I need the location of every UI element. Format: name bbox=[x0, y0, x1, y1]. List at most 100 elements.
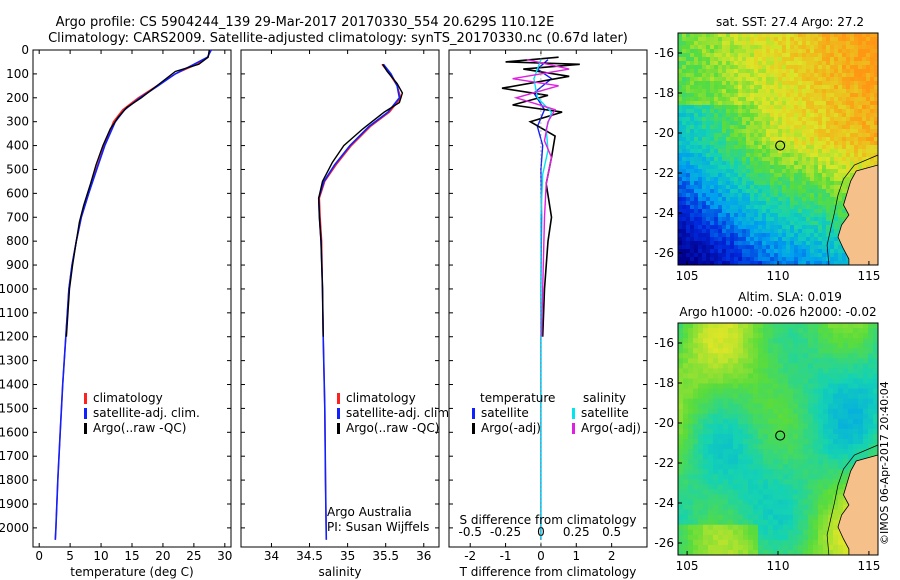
map-cell bbox=[766, 101, 771, 106]
map-cell bbox=[730, 141, 735, 146]
map-cell bbox=[682, 145, 687, 150]
map-cell bbox=[758, 253, 763, 258]
map-cell bbox=[728, 403, 734, 410]
map-cell bbox=[838, 193, 843, 198]
map-cell bbox=[814, 113, 819, 118]
map-cell bbox=[788, 439, 794, 445]
map-cell bbox=[726, 241, 731, 246]
map-cell bbox=[788, 494, 794, 501]
map-cell bbox=[770, 49, 775, 54]
map-y-tick-label: -26 bbox=[654, 246, 674, 260]
map-cell bbox=[706, 109, 711, 114]
map-cell bbox=[813, 328, 819, 334]
map-cell bbox=[822, 253, 827, 258]
map-cell bbox=[782, 49, 787, 54]
map-cell bbox=[863, 428, 869, 435]
map-cell bbox=[678, 193, 683, 198]
map-cell bbox=[693, 509, 699, 516]
map-cell bbox=[718, 237, 723, 242]
map-cell bbox=[762, 229, 767, 234]
map-cell bbox=[788, 388, 794, 395]
map-cell bbox=[754, 245, 759, 250]
map-cell bbox=[678, 213, 683, 218]
map-cell bbox=[726, 193, 731, 198]
map-cell bbox=[763, 383, 769, 390]
map-cell bbox=[730, 65, 735, 70]
map-cell bbox=[803, 514, 809, 521]
map-cell bbox=[683, 509, 689, 516]
map-cell bbox=[813, 383, 819, 390]
map-cell bbox=[858, 403, 864, 410]
map-cell bbox=[723, 534, 729, 541]
map-cell bbox=[683, 383, 689, 390]
map-cell bbox=[813, 373, 819, 379]
map-cell bbox=[762, 185, 767, 190]
map-cell bbox=[814, 33, 819, 38]
map-cell bbox=[718, 125, 723, 130]
map-cell bbox=[733, 449, 739, 455]
map-cell bbox=[843, 439, 849, 445]
map-cell bbox=[702, 261, 707, 266]
map-cell bbox=[686, 161, 691, 166]
map-cell bbox=[858, 338, 864, 344]
map-cell bbox=[734, 93, 739, 98]
map-cell bbox=[793, 544, 799, 551]
map-cell bbox=[694, 177, 699, 182]
map-cell bbox=[690, 157, 695, 162]
map-cell bbox=[868, 378, 874, 385]
map-cell bbox=[722, 165, 727, 170]
map-cell bbox=[683, 514, 689, 521]
map-cell bbox=[806, 49, 811, 54]
map-cell bbox=[688, 388, 694, 395]
map-cell bbox=[798, 358, 804, 364]
sla-title-2: Argo h1000: -0.026 h2000: -0.02 bbox=[679, 305, 876, 319]
map-cell bbox=[686, 173, 691, 178]
map-cell bbox=[846, 57, 851, 62]
map-cell bbox=[818, 229, 823, 234]
map-cell bbox=[678, 519, 684, 526]
map-cell bbox=[806, 197, 811, 202]
map-cell bbox=[782, 65, 787, 70]
map-cell bbox=[858, 433, 864, 440]
map-cell bbox=[730, 217, 735, 222]
map-cell bbox=[778, 173, 783, 178]
map-cell bbox=[730, 81, 735, 86]
map-cell bbox=[708, 549, 714, 556]
map-cell bbox=[783, 529, 789, 536]
map-cell bbox=[823, 479, 829, 485]
map-cell bbox=[798, 378, 804, 385]
map-cell bbox=[686, 53, 691, 58]
map-cell bbox=[710, 205, 715, 210]
map-cell bbox=[743, 413, 749, 420]
map-cell bbox=[790, 229, 795, 234]
map-cell bbox=[874, 85, 879, 90]
map-cell bbox=[748, 449, 754, 455]
map-cell bbox=[688, 499, 694, 506]
map-cell bbox=[710, 65, 715, 70]
map-cell bbox=[774, 189, 779, 194]
map-cell bbox=[738, 348, 744, 354]
map-cell bbox=[748, 378, 754, 385]
map-cell bbox=[854, 33, 859, 38]
map-cell bbox=[794, 65, 799, 70]
map-cell bbox=[782, 121, 787, 126]
map-cell bbox=[810, 225, 815, 230]
map-cell bbox=[782, 249, 787, 254]
map-cell bbox=[858, 125, 863, 130]
map-cell bbox=[678, 323, 684, 329]
map-cell bbox=[868, 418, 874, 425]
map-cell bbox=[753, 504, 759, 511]
map-cell bbox=[868, 363, 874, 369]
map-cell bbox=[814, 37, 819, 42]
map-cell bbox=[718, 77, 723, 82]
map-cell bbox=[823, 328, 829, 334]
map-cell bbox=[828, 378, 834, 385]
map-cell bbox=[730, 101, 735, 106]
map-cell bbox=[798, 423, 804, 430]
map-cell bbox=[708, 433, 714, 440]
map-cell bbox=[786, 197, 791, 202]
map-cell bbox=[718, 423, 724, 430]
map-cell bbox=[793, 388, 799, 395]
map-cell bbox=[803, 348, 809, 354]
map-cell bbox=[870, 149, 875, 154]
